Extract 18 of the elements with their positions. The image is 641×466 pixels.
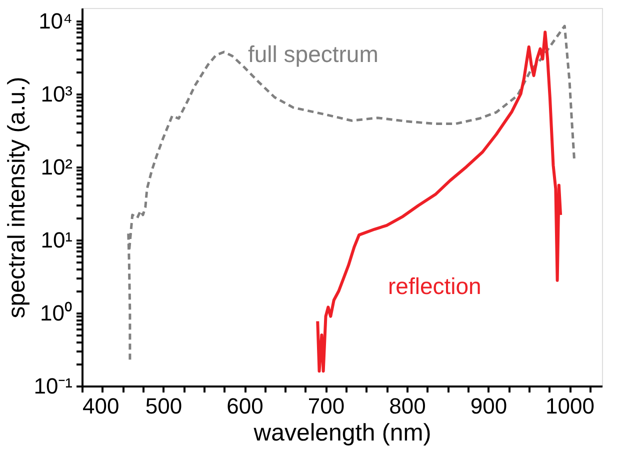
y-axis-title: spectral intensity (a.u.) xyxy=(4,76,31,318)
x-tick-label: 600 xyxy=(226,394,264,418)
y-tick-label: 10⁰ xyxy=(40,300,72,326)
x-tick-label: 500 xyxy=(145,394,182,418)
y-tick-label: 10⁻¹ xyxy=(34,374,72,398)
series-label: reflection xyxy=(388,273,482,299)
y-tick-label: 10³ xyxy=(40,81,72,106)
x-tick-label: 1000 xyxy=(546,394,594,418)
x-tick-label: 900 xyxy=(470,394,508,418)
x-tick-label: 700 xyxy=(308,394,345,418)
y-tick-label: 10² xyxy=(40,154,72,180)
line-series xyxy=(127,24,576,361)
y-tick-label: 10¹ xyxy=(40,227,72,252)
x-axis-title: wavelength (nm) xyxy=(252,420,432,446)
x-tick-label: 800 xyxy=(389,394,426,418)
y-tick-label: 10⁴ xyxy=(38,8,72,34)
series-label: full spectrum xyxy=(248,41,378,67)
x-tick-label: 400 xyxy=(82,394,120,418)
